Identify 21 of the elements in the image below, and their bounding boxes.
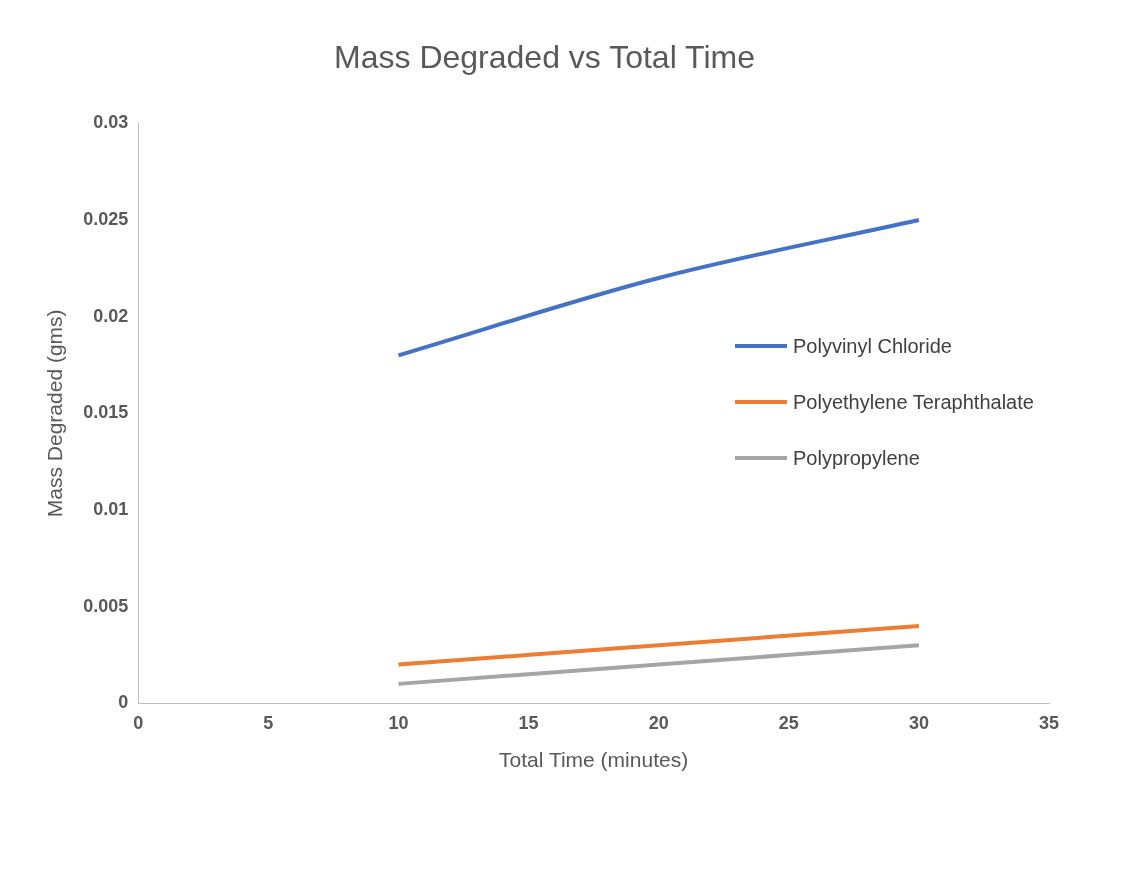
legend-label: Polyvinyl Chloride xyxy=(793,334,952,358)
chart-title: Mass Degraded vs Total Time xyxy=(334,39,755,76)
x-axis-title: Total Time (minutes) xyxy=(499,748,689,772)
y-tick-label: 0.03 xyxy=(93,112,129,133)
x-tick-label: 20 xyxy=(648,712,669,733)
y-tick-label: 0.025 xyxy=(83,209,129,229)
y-axis-title: Mass Degraded (gms) xyxy=(43,309,67,518)
x-tick-label: 10 xyxy=(388,712,409,733)
x-tick-label: 35 xyxy=(1038,712,1060,733)
y-tick-label: 0.005 xyxy=(83,595,129,616)
y-tick-label: 0.015 xyxy=(83,402,129,423)
y-tick-label: 0 xyxy=(118,692,129,713)
x-tick-label: 5 xyxy=(263,712,274,733)
x-tick-label: 15 xyxy=(518,712,539,733)
x-tick-label: 25 xyxy=(778,712,799,733)
x-tick-label: 0 xyxy=(133,712,144,733)
x-tick-label: 30 xyxy=(908,712,929,733)
y-tick-label: 0.02 xyxy=(93,305,129,326)
y-tick-label: 0.01 xyxy=(93,498,129,519)
legend-label: Polypropylene xyxy=(793,446,920,470)
legend-label: Polyethylene Teraphthalate xyxy=(793,390,1034,414)
